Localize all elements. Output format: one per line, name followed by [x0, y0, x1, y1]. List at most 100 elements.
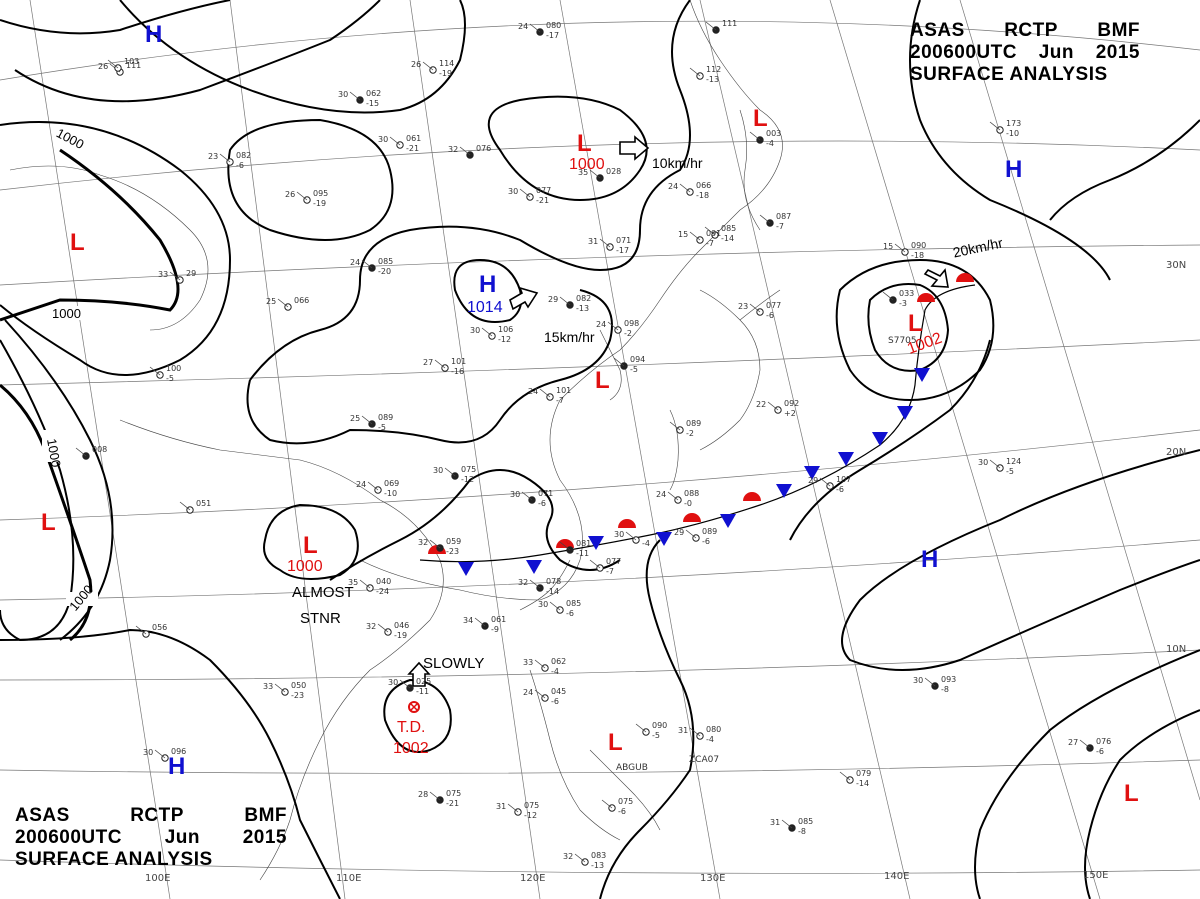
- wind-barb-icon: [704, 226, 716, 236]
- station-pressure: 066: [696, 181, 711, 190]
- station-tendency: -5: [1006, 467, 1014, 476]
- header-year: 2015: [242, 827, 287, 848]
- cold-front-marker: [588, 536, 604, 550]
- station-tendency: -2: [624, 329, 632, 338]
- station-tendency: -2: [686, 429, 694, 438]
- station-tendency: -10: [384, 489, 397, 498]
- station-pressure: 085: [721, 224, 736, 233]
- station-pressure: 077: [606, 557, 621, 566]
- tropical-depression: T.D. 1002: [393, 701, 429, 757]
- station-temperature: 26: [285, 190, 295, 199]
- station-plot: 30 124-5: [978, 457, 1021, 476]
- station-pressure: 080: [706, 725, 721, 734]
- station-tendency: -9: [491, 625, 499, 634]
- station-pressure: 050: [291, 681, 306, 690]
- station-tendency: -13: [706, 75, 719, 84]
- wind-barb-icon: [429, 791, 441, 801]
- wind-barb-icon: [534, 659, 546, 669]
- station-pressure: 061: [491, 615, 506, 624]
- tropical-depression-icon: [408, 701, 420, 713]
- station-tendency: -18: [696, 191, 709, 200]
- station-plot: 30 071-6: [510, 489, 553, 508]
- station-code: ZCA07: [689, 755, 719, 765]
- station-pressure: 090: [652, 721, 667, 730]
- station-pressure: 076: [476, 144, 491, 153]
- station-tendency: -21: [446, 799, 459, 808]
- annotation-almost: ALMOST: [292, 584, 354, 601]
- thick-isobars: [0, 148, 180, 642]
- low-pressure-symbol: L: [908, 310, 923, 337]
- station-pressure: 056: [152, 623, 167, 632]
- station-pressure: 100: [166, 364, 181, 373]
- lat-label: 30N: [1166, 260, 1186, 271]
- station-plot: 35 040-24: [348, 577, 391, 596]
- header-region: ASAS: [15, 805, 70, 826]
- wind-barb-icon: [377, 623, 389, 633]
- warm-front-marker: [917, 293, 935, 302]
- station-plot: 077-7: [589, 557, 621, 576]
- station-plot: 30 085-6: [538, 599, 581, 618]
- station-plot: 32 076: [448, 144, 491, 159]
- station-temperature: 27: [423, 358, 433, 367]
- station-plot: 111: [705, 19, 737, 34]
- motion-speed-label: 10km/hr: [652, 155, 703, 171]
- warm-front-marker: [556, 539, 574, 548]
- station-pressure: 062: [366, 89, 381, 98]
- station-temperature: 24: [356, 480, 366, 489]
- station-temperature: 30: [378, 135, 388, 144]
- wind-barb-icon: [274, 683, 286, 693]
- station-plot: 30 -4: [614, 530, 650, 548]
- wind-barb-icon: [529, 23, 541, 33]
- station-pressure: 079: [856, 769, 871, 778]
- wind-barb-icon: [705, 21, 717, 31]
- station-temperature: 30: [470, 326, 480, 335]
- station-temperature: 35: [348, 578, 358, 587]
- header-title: SURFACE ANALYSIS: [15, 849, 213, 870]
- station-plot: 089-2: [669, 419, 701, 438]
- station-plot: 33 29: [158, 269, 196, 284]
- station-plot: 173-10: [989, 119, 1021, 138]
- station-temperature: 33: [158, 270, 168, 279]
- station-tendency: -4: [642, 539, 650, 548]
- header-month: Jun: [1038, 42, 1074, 63]
- wind-barb-icon: [759, 214, 771, 224]
- station-tendency: -7: [606, 567, 614, 576]
- station-tendency: -12: [524, 811, 537, 820]
- station-pressure: 114: [439, 59, 454, 68]
- station-temperature: 32: [366, 622, 376, 631]
- station-pressure: 082: [236, 151, 251, 160]
- lat-label: 10N: [1166, 644, 1186, 655]
- cold-front-marker: [897, 406, 913, 420]
- station-tendency: -21: [536, 196, 549, 205]
- low-pressure-symbol: L: [70, 229, 85, 256]
- station-plot: 33 050-23: [263, 681, 306, 700]
- cold-front-marker: [458, 562, 474, 576]
- station-tendency: -6: [702, 537, 710, 546]
- station-pressure: 29: [186, 269, 196, 278]
- wind-barb-icon: [894, 243, 906, 253]
- station-plot: 25 066: [266, 296, 309, 311]
- high-pressure-symbol: H: [145, 21, 162, 48]
- motion-speed-label: SLOWLY: [423, 655, 484, 672]
- station-pressure: 087: [776, 212, 791, 221]
- station-tendency: -5: [652, 731, 660, 740]
- wind-barb-icon: [607, 321, 619, 331]
- station-temperature: 30: [388, 678, 398, 687]
- station-temperature: 23: [738, 302, 748, 311]
- station-code: S7705: [888, 336, 917, 346]
- station-tendency: -4: [706, 735, 714, 744]
- station-temperature: 30: [913, 676, 923, 685]
- warm-front-marker: [683, 513, 701, 522]
- station-tendency: -18: [911, 251, 924, 260]
- station-plot: 32 059-23: [418, 537, 461, 556]
- lon-label: 130E: [700, 873, 725, 884]
- coastlines: [9, 0, 783, 881]
- station-plot: 24 085-20: [350, 257, 393, 276]
- station-temperature: 15: [883, 242, 893, 251]
- low-pressure-value: 1000: [287, 558, 323, 575]
- station-pressure: 066: [294, 296, 309, 305]
- low-pressure-value: 1000: [569, 156, 605, 173]
- station-pressure: 093: [941, 675, 956, 684]
- station-plot: 26 095-19: [285, 189, 328, 208]
- wind-barb-icon: [367, 481, 379, 491]
